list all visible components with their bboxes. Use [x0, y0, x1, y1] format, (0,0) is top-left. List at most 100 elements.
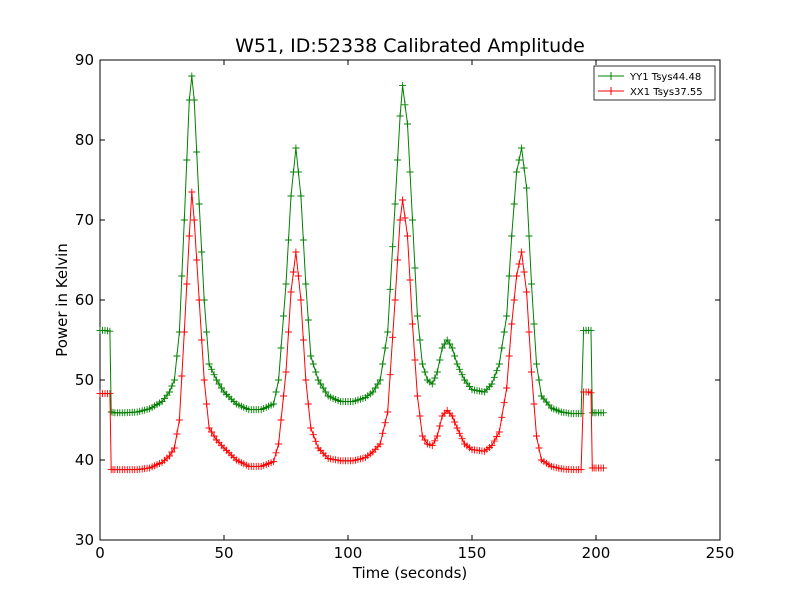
data-point [421, 368, 429, 376]
data-point [394, 256, 402, 264]
data-point [438, 344, 446, 352]
y-tick-label: 80 [75, 131, 94, 149]
data-point [307, 424, 315, 432]
data-point [535, 444, 543, 452]
data-point [530, 320, 538, 328]
data-point [533, 360, 540, 368]
data-point [270, 458, 278, 466]
data-point [421, 436, 429, 444]
data-point [495, 428, 503, 436]
data-point [404, 120, 411, 128]
data-point [399, 196, 407, 204]
data-point [188, 188, 196, 196]
data-point [513, 272, 521, 280]
data-point [294, 272, 302, 280]
series-1 [96, 72, 607, 418]
x-tick-label: 150 [458, 544, 487, 562]
x-tick-label: 50 [214, 544, 233, 562]
data-point [503, 384, 511, 392]
data-point [374, 380, 382, 388]
data-point [287, 288, 295, 296]
data-point [525, 232, 533, 240]
data-point [458, 371, 466, 379]
y-axis-label: Power in Kelvin [53, 243, 71, 357]
data-point [505, 352, 513, 360]
data-point [389, 243, 397, 251]
data-point [418, 360, 426, 368]
data-point [168, 448, 176, 456]
y-tick-label: 50 [75, 371, 94, 389]
data-point [275, 376, 283, 384]
data-point [386, 285, 394, 293]
data-point [535, 376, 543, 384]
data-point [416, 336, 424, 344]
data-point [292, 144, 300, 152]
data-point [577, 410, 585, 418]
data-point [208, 428, 216, 436]
data-point [210, 432, 218, 440]
data-point [401, 214, 409, 222]
data-point [106, 327, 114, 335]
data-point [297, 296, 305, 304]
data-point [193, 148, 201, 156]
data-point [443, 336, 451, 344]
data-point [180, 328, 188, 336]
data-point [289, 268, 297, 276]
data-point [431, 437, 439, 445]
data-point [376, 376, 384, 384]
data-point [530, 400, 538, 408]
y-tick-label: 30 [75, 531, 94, 549]
data-point [448, 344, 456, 352]
legend-label: XX1 Tsys37.55 [630, 87, 703, 98]
data-point [428, 380, 436, 388]
data-point [458, 435, 466, 443]
data-point [418, 432, 426, 440]
data-point [195, 296, 203, 304]
data-point [495, 360, 503, 368]
data-point [453, 360, 461, 368]
data-point [396, 112, 404, 120]
data-point [307, 352, 315, 360]
data-point [282, 368, 290, 376]
data-point [168, 382, 176, 390]
x-tick-label: 200 [582, 544, 611, 562]
data-point [515, 156, 523, 164]
data-point [436, 422, 444, 430]
data-point [170, 444, 178, 452]
data-point [304, 400, 312, 408]
data-point [272, 388, 280, 396]
data-point [272, 449, 280, 457]
data-point [277, 344, 285, 352]
data-point [188, 72, 196, 80]
data-point [317, 380, 325, 388]
data-point [599, 409, 607, 417]
data-point [309, 431, 317, 439]
data-point [280, 392, 287, 400]
data-point [195, 200, 203, 208]
data-point [203, 400, 211, 408]
data-point [294, 168, 302, 176]
y-axis: 30 40 50 60 70 80 90 [75, 51, 720, 549]
data-point [170, 376, 178, 384]
data-point [520, 164, 528, 172]
data-point [488, 442, 496, 450]
data-point [173, 430, 181, 438]
x-tick-label: 0 [95, 544, 105, 562]
data-point [381, 419, 389, 427]
y-tick-label: 90 [75, 51, 94, 69]
data-point [503, 312, 511, 320]
data-point [508, 232, 516, 240]
data-point [190, 216, 198, 224]
data-point [518, 144, 526, 152]
data-point [379, 360, 387, 368]
plot-frame [99, 59, 721, 541]
data-point [523, 288, 531, 296]
plot-area [96, 59, 721, 541]
data-point [394, 156, 402, 164]
data-point [200, 376, 208, 384]
data-point [210, 371, 218, 379]
data-point [456, 365, 464, 373]
legend-box [593, 65, 716, 101]
data-point [411, 264, 419, 272]
